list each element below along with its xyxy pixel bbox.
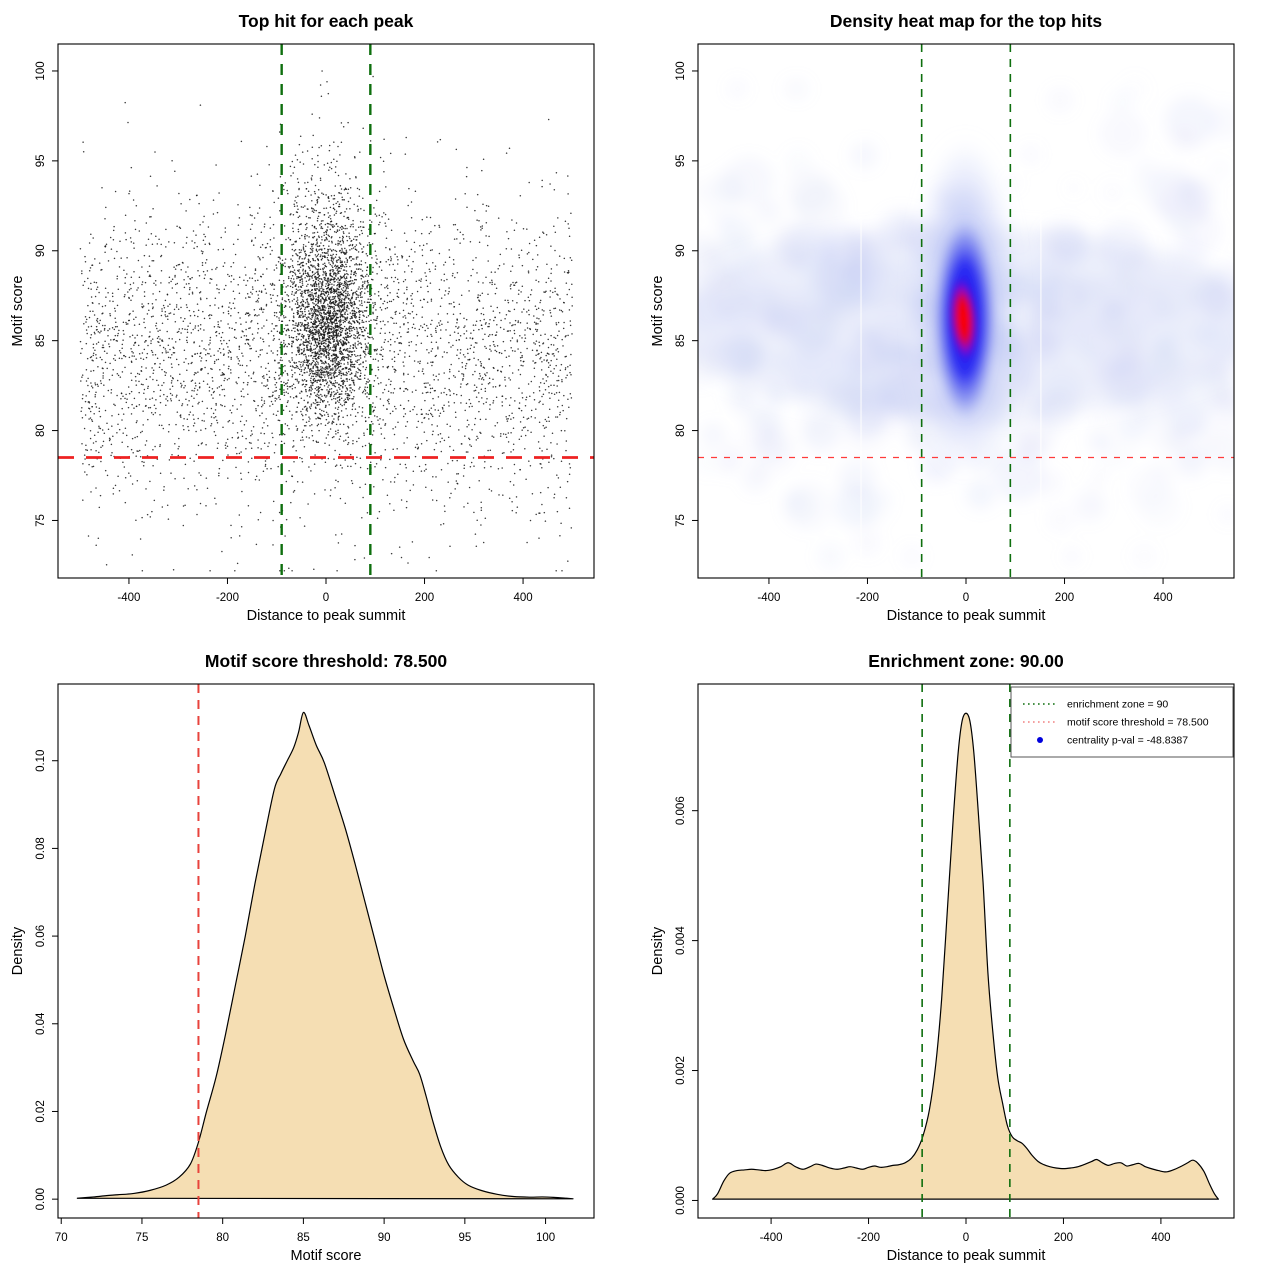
panel-scatter: -400 -200 0 200 400 75 80 85 90 95 100 Top hit for… [0, 0, 640, 640]
heatmap-y-axis-label: Motif score [650, 275, 666, 347]
distance-density-x-axis-label: Distance to peak summit [886, 1248, 1046, 1264]
scatter-plot-title: Top hit for each peak [238, 11, 414, 31]
heatmap-plot-title: Density heat map for the top hits [829, 11, 1103, 31]
panel-score-density: 70 75 80 85 90 95 100 0.00 0.02 0.04 0.06 0.08 0.10 … [0, 640, 640, 1280]
score-density-plot-title: Motif score threshold: 78.500 [204, 651, 448, 671]
distance-density-y-axis-label: Density [650, 926, 666, 976]
score-density-x-axis-label: Motif score [290, 1248, 362, 1264]
panel-distance-density: -400 -200 0 200 400 0.000 0.002 0.004 0.006 enric… [640, 640, 1280, 1280]
distance-density-plot-svg: -400 -200 0 200 4000.0000.0020.0040.006enric… [675, 683, 1235, 1244]
score-density-y-axis-label: Density [10, 926, 26, 976]
heatmap-x-axis-label: Distance to peak summit [886, 608, 1046, 624]
scatter-y-axis-label: Motif score [10, 275, 26, 347]
panel-heatmap: -400 -200 0 200 400 75 80 85 90 95 100 Density hea… [640, 0, 1280, 640]
distance-density-plot-title: Enrichment zone: 90.00 [868, 651, 1064, 671]
scatter-x-axis-label: Distance to peak summit [246, 608, 406, 624]
